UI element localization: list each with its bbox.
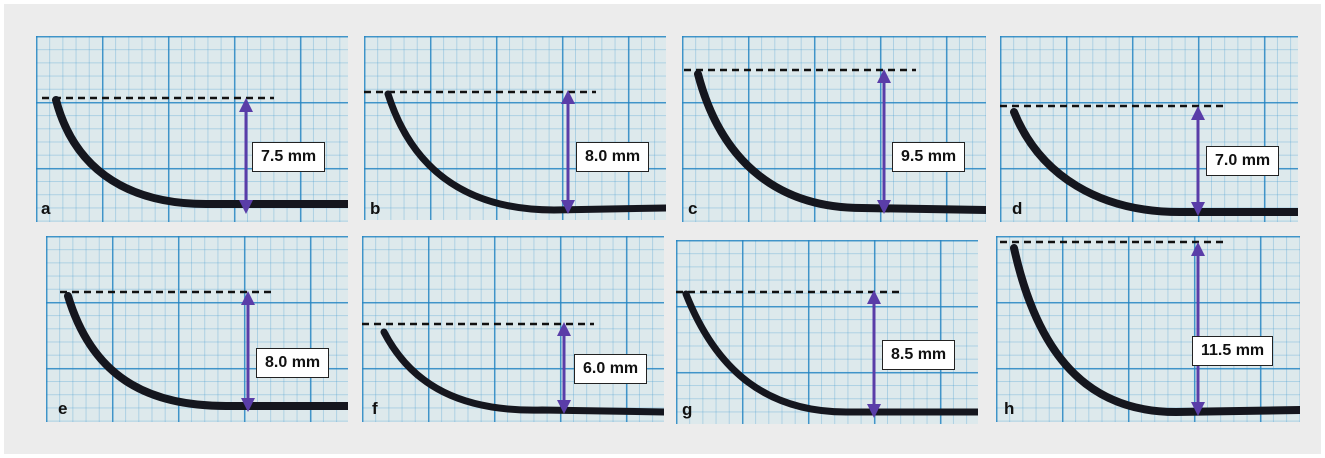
measurement-label: 8.0 mm xyxy=(576,142,650,172)
panel-c: 9.5 mm c xyxy=(682,36,986,222)
arrow-head-top xyxy=(867,290,881,304)
measurement-label: 7.0 mm xyxy=(1206,146,1280,176)
panel-a: 7.5 mm a xyxy=(36,36,348,222)
panel-h-drawing xyxy=(1000,240,1300,417)
panel-letter: c xyxy=(688,199,698,218)
arrow-head-bottom xyxy=(1191,202,1205,216)
tube-curve xyxy=(1010,108,1298,216)
arrow-head-bottom xyxy=(561,200,575,214)
panel-letter: h xyxy=(1004,399,1015,418)
arrow-head-bottom xyxy=(557,400,571,414)
panel-g-drawing xyxy=(676,290,978,418)
measurement-label: 11.5 mm xyxy=(1192,336,1274,366)
arrow-head-top xyxy=(1191,242,1205,256)
arrow-head-top xyxy=(877,69,891,83)
arrow-head-bottom xyxy=(1191,402,1205,416)
panel-e-drawing xyxy=(60,290,348,412)
arrow-head-bottom xyxy=(877,200,891,214)
panel-f-drawing xyxy=(362,322,664,416)
panel-a-drawing xyxy=(42,96,348,214)
panel-letter: g xyxy=(682,400,693,419)
panel-letter: a xyxy=(41,199,51,218)
tube-curve xyxy=(1010,244,1300,417)
panel-letter: d xyxy=(1012,199,1023,218)
measurement-label: 8.5 mm xyxy=(882,340,956,370)
tube-curve xyxy=(64,292,348,410)
arrow-head-top xyxy=(561,90,575,104)
panel-b: 8.0 mm b xyxy=(364,36,666,220)
panel-letter: e xyxy=(58,399,68,418)
arrow-head-bottom xyxy=(239,200,253,214)
measurement-label: 7.5 mm xyxy=(252,142,326,172)
panel-g: 8.5 mm g xyxy=(676,240,978,424)
arrow-head-bottom xyxy=(867,404,881,418)
tube-curve xyxy=(694,70,986,214)
measurement-label: 9.5 mm xyxy=(892,142,966,172)
tube-curve xyxy=(52,96,348,208)
tube-curve xyxy=(682,290,978,416)
measurement-label: 6.0 mm xyxy=(574,354,648,384)
panel-h: 11.5 mm h xyxy=(996,236,1300,422)
arrow-head-bottom xyxy=(241,398,255,412)
arrow-head-top xyxy=(241,291,255,305)
panel-letter: b xyxy=(370,199,381,218)
tube-curve xyxy=(380,328,664,416)
arrow-head-top xyxy=(557,322,571,336)
panel-d: 7.0 mm d xyxy=(1000,36,1298,222)
panel-b-drawing xyxy=(364,90,666,214)
measurement-label: 8.0 mm xyxy=(256,348,330,378)
panel-c-drawing xyxy=(684,68,986,214)
panel-f: 6.0 mm f xyxy=(362,236,664,422)
panel-e: 8.0 mm e xyxy=(46,236,348,422)
panel-letter: f xyxy=(372,399,378,418)
panel-d-drawing xyxy=(1000,104,1298,216)
tube-curve xyxy=(384,90,666,214)
arrow-head-top xyxy=(239,98,253,112)
arrow-head-top xyxy=(1191,106,1205,120)
